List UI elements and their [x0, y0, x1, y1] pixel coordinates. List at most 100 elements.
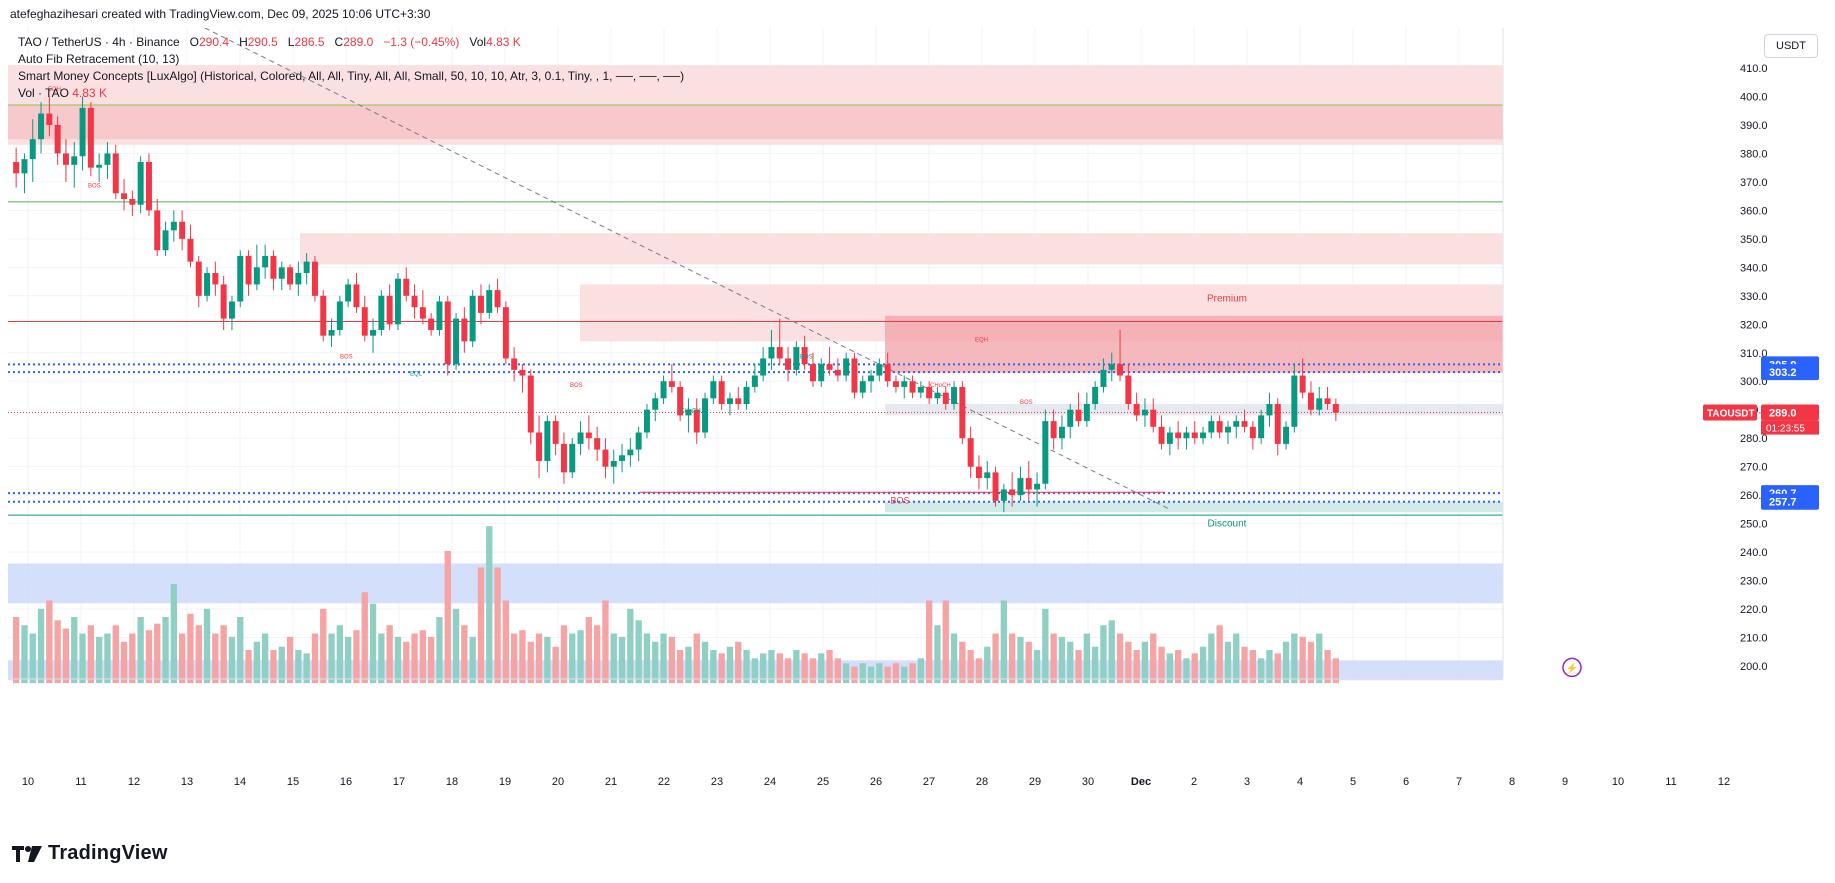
candle-body[interactable]	[494, 290, 501, 308]
candle-body[interactable]	[1258, 415, 1265, 439]
candle-body[interactable]	[162, 230, 169, 251]
candle-body[interactable]	[718, 381, 725, 405]
candle-body[interactable]	[46, 113, 53, 125]
candle-body[interactable]	[859, 381, 866, 393]
candle-body[interactable]	[469, 295, 476, 342]
candle-body[interactable]	[1283, 426, 1290, 444]
candle-body[interactable]	[1050, 421, 1057, 439]
candle-body[interactable]	[54, 124, 61, 154]
candle-body[interactable]	[145, 161, 152, 211]
candle-body[interactable]	[195, 261, 202, 296]
candle-body[interactable]	[1233, 421, 1240, 427]
candle-body[interactable]	[585, 432, 592, 439]
candle-body[interactable]	[951, 386, 958, 405]
candle-body[interactable]	[627, 449, 634, 456]
candle-body[interactable]	[785, 358, 792, 370]
candle-body[interactable]	[967, 438, 974, 467]
legend-indicator-vol[interactable]: Vol · TAO 4.83 K	[18, 85, 684, 102]
candle-body[interactable]	[170, 221, 177, 231]
candle-body[interactable]	[1042, 421, 1049, 484]
candle-body[interactable]	[104, 153, 111, 165]
candle-body[interactable]	[71, 156, 78, 165]
candle-body[interactable]	[428, 318, 435, 330]
candle-body[interactable]	[876, 364, 883, 376]
legend-indicator-smc[interactable]: Smart Money Concepts [LuxAlgo] (Historic…	[18, 69, 685, 83]
candle-body[interactable]	[693, 409, 700, 433]
candle-body[interactable]	[1324, 398, 1331, 405]
candle-body[interactable]	[1191, 432, 1198, 439]
candle-body[interactable]	[1125, 375, 1132, 405]
candle-body[interactable]	[1216, 421, 1223, 433]
candle-body[interactable]	[909, 381, 916, 393]
candle-body[interactable]	[602, 449, 609, 467]
candle-body[interactable]	[1141, 409, 1148, 416]
candle-body[interactable]	[917, 386, 924, 393]
candle-body[interactable]	[760, 358, 767, 376]
candle-body[interactable]	[253, 267, 260, 285]
candle-body[interactable]	[818, 364, 825, 382]
candle-body[interactable]	[726, 398, 733, 405]
candle-body[interactable]	[660, 381, 667, 399]
candle-body[interactable]	[1291, 375, 1298, 427]
candle-body[interactable]	[1133, 404, 1140, 416]
candle-body[interactable]	[1117, 364, 1124, 376]
candle-body[interactable]	[1208, 421, 1215, 433]
tradingview-logo[interactable]: TradingView	[12, 842, 168, 865]
candle-body[interactable]	[1009, 489, 1016, 496]
candle-body[interactable]	[345, 284, 352, 302]
candle-body[interactable]	[121, 193, 128, 199]
candle-body[interactable]	[959, 386, 966, 439]
candle-body[interactable]	[187, 238, 194, 262]
price-axis[interactable]	[1503, 28, 1835, 678]
candle-body[interactable]	[868, 375, 875, 382]
candle-body[interactable]	[751, 375, 758, 387]
candle-body[interactable]	[809, 364, 816, 382]
candle-body[interactable]	[934, 392, 941, 399]
candle-body[interactable]	[577, 432, 584, 444]
candle-body[interactable]	[1332, 404, 1339, 413]
candle-body[interactable]	[361, 307, 368, 336]
candle-body[interactable]	[386, 295, 393, 325]
candle-body[interactable]	[851, 358, 858, 393]
candle-body[interactable]	[1266, 404, 1273, 416]
candle-body[interactable]	[635, 432, 642, 450]
candle-body[interactable]	[1316, 398, 1323, 410]
candle-body[interactable]	[527, 375, 534, 433]
candle-body[interactable]	[834, 369, 841, 376]
candle-body[interactable]	[270, 255, 277, 279]
candle-body[interactable]	[486, 290, 493, 313]
candle-body[interactable]	[768, 347, 775, 359]
candle-body[interactable]	[668, 381, 675, 387]
candle-body[interactable]	[1017, 478, 1024, 496]
chart-area[interactable]: PremiumDiscountEquilibriumStrong HWeak L…	[0, 27, 1835, 826]
candle-body[interactable]	[370, 329, 377, 336]
candle-body[interactable]	[303, 261, 310, 274]
candle-body[interactable]	[220, 284, 227, 319]
candle-body[interactable]	[652, 398, 659, 410]
candle-body[interactable]	[13, 161, 20, 174]
candle-body[interactable]	[776, 347, 783, 359]
candle-body[interactable]	[992, 472, 999, 501]
candle-body[interactable]	[743, 386, 750, 405]
candle-body[interactable]	[942, 392, 949, 405]
candle-body[interactable]	[1108, 364, 1115, 370]
candle-body[interactable]	[1034, 483, 1041, 490]
candle-body[interactable]	[228, 301, 235, 319]
candle-body[interactable]	[477, 295, 484, 313]
candle-body[interactable]	[444, 301, 451, 365]
legend-indicator-fib[interactable]: Auto Fib Retracement (10, 13)	[18, 52, 180, 66]
candle-body[interactable]	[1158, 426, 1165, 444]
candle-body[interactable]	[1083, 404, 1090, 422]
candle-body[interactable]	[353, 284, 360, 308]
candle-body[interactable]	[826, 364, 833, 370]
candle-body[interactable]	[179, 221, 186, 239]
candle-body[interactable]	[461, 318, 468, 342]
candle-body[interactable]	[610, 460, 617, 467]
candle-body[interactable]	[536, 432, 543, 461]
candle-body[interactable]	[287, 267, 294, 285]
candle-body[interactable]	[519, 369, 526, 376]
candle-body[interactable]	[984, 472, 991, 479]
candle-body[interactable]	[1224, 426, 1231, 433]
candle-body[interactable]	[1067, 409, 1074, 427]
candle-body[interactable]	[569, 443, 576, 473]
